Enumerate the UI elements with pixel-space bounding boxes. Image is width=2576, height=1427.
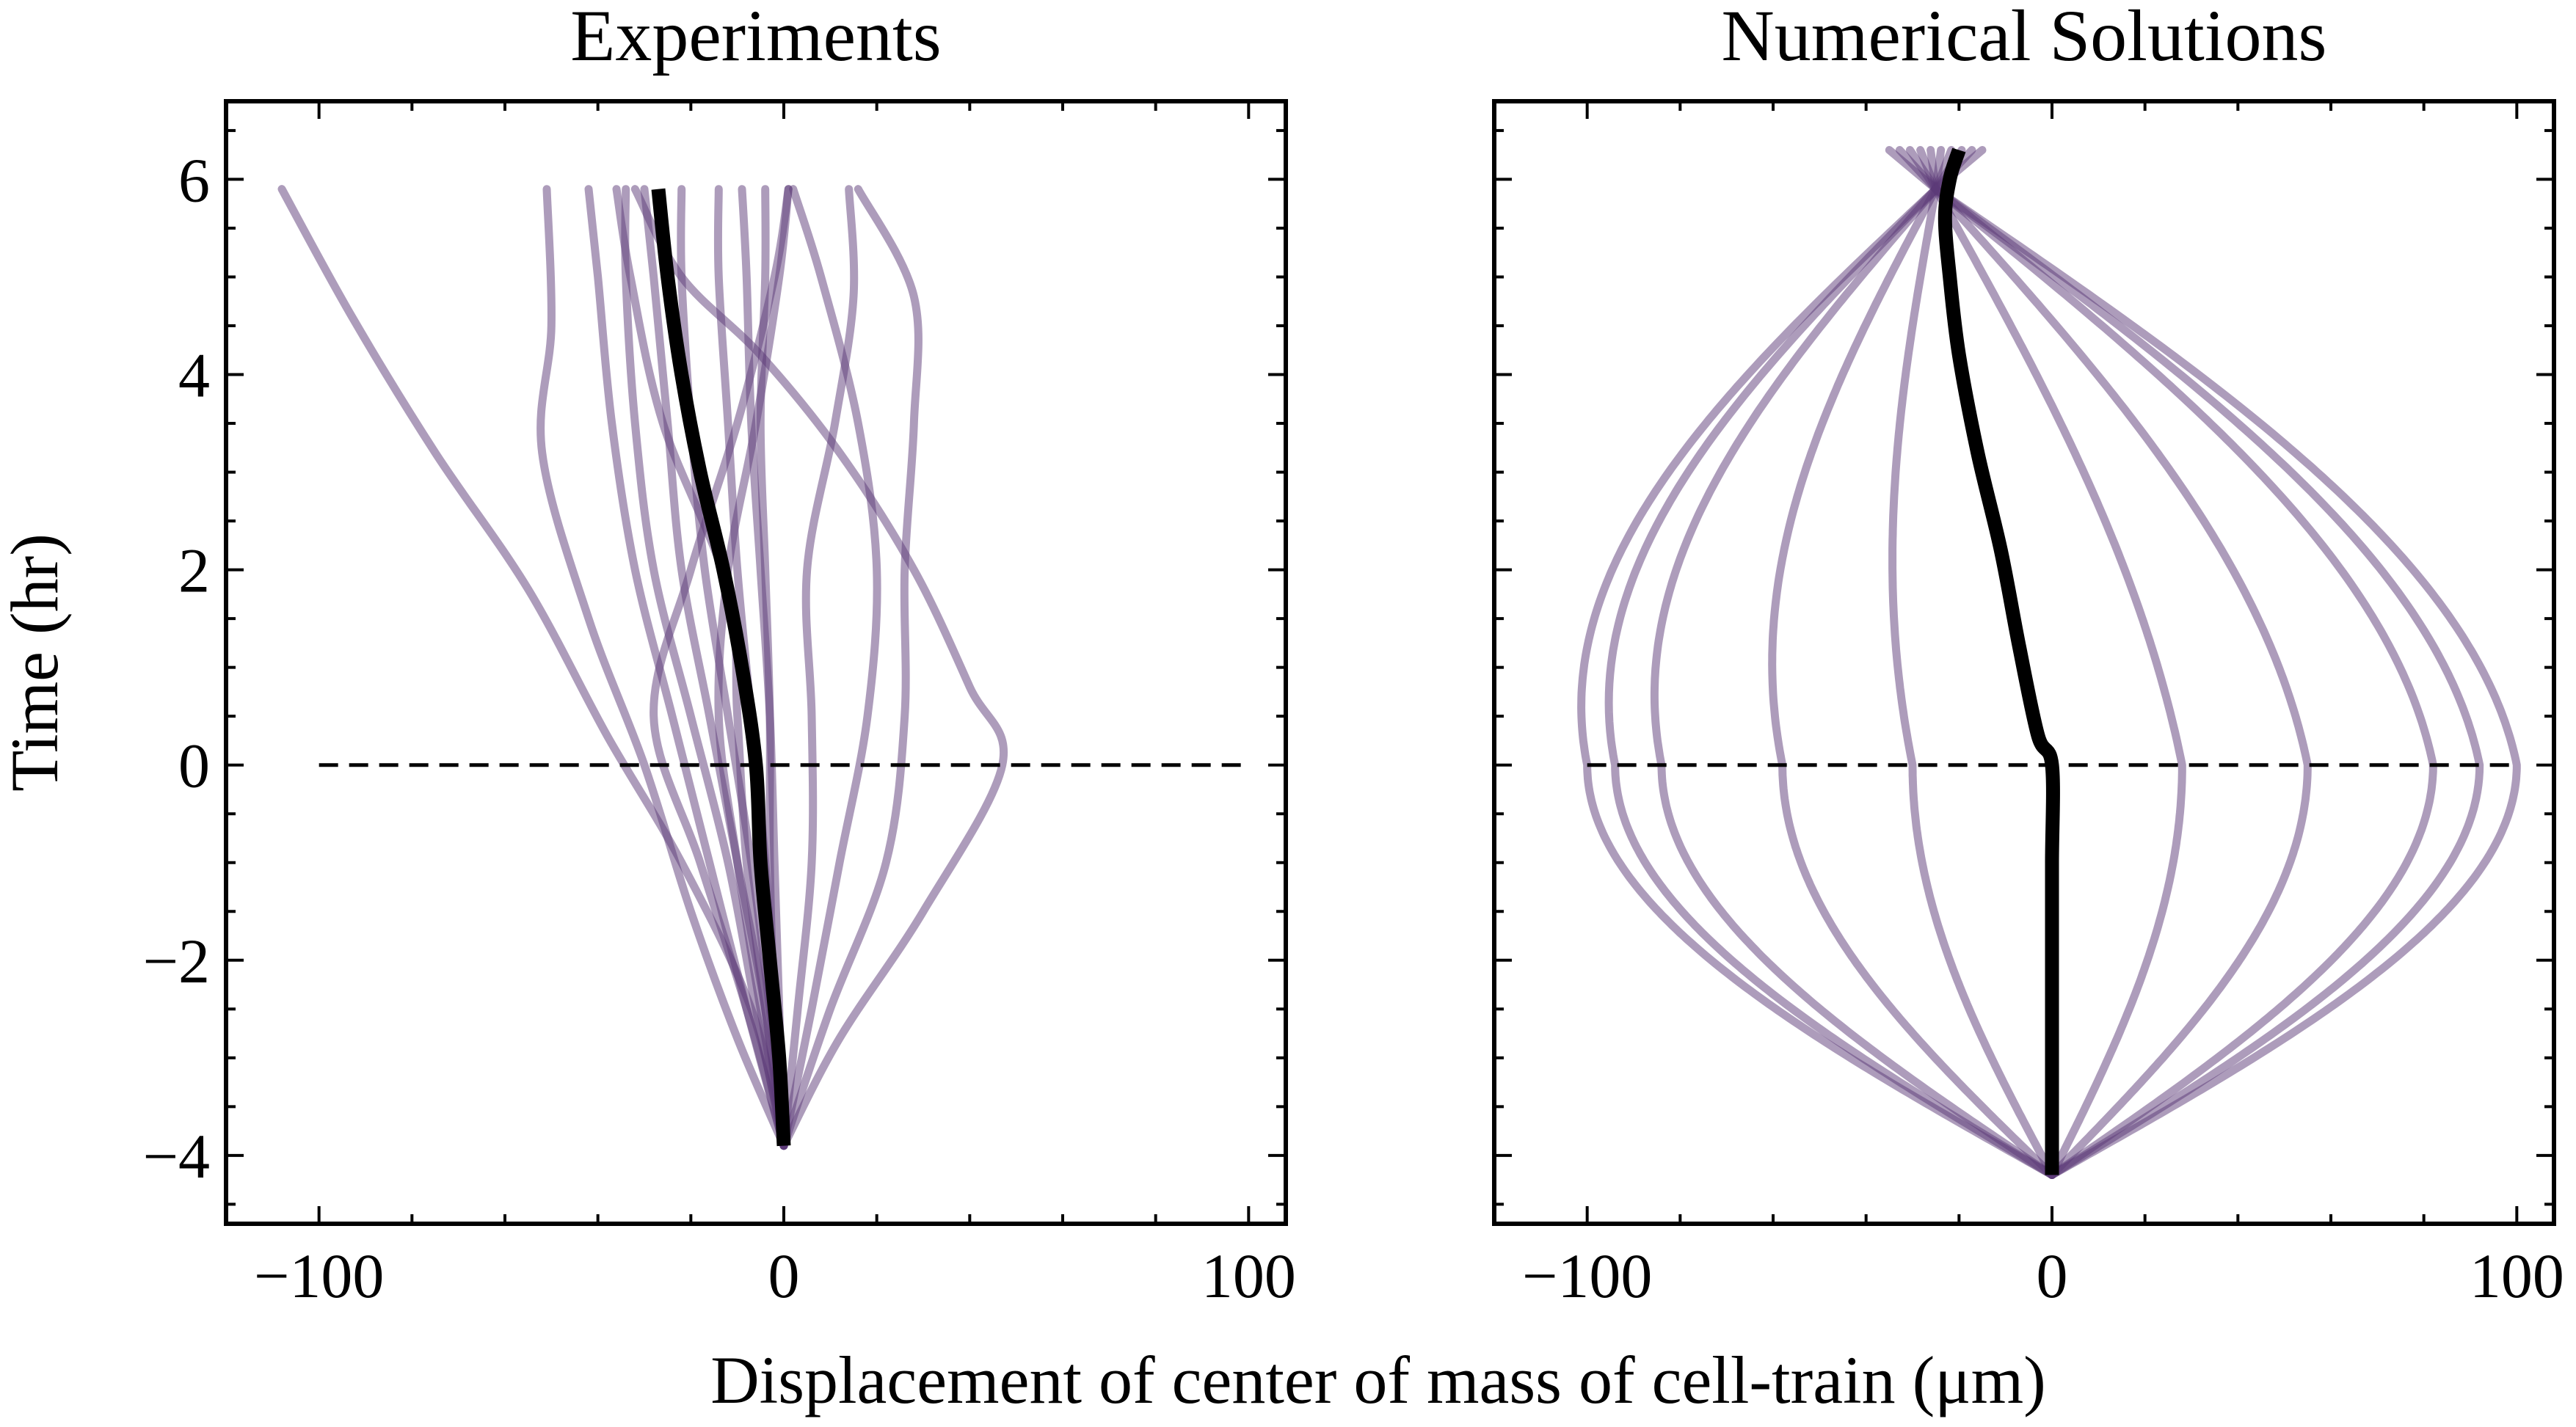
experiments-x-tick-labels: −100 0 100: [254, 1241, 1296, 1311]
experiments-trajectories: [277, 185, 1008, 1150]
solution-curve-8: [1650, 146, 2056, 1179]
experiments-mean-trajectory: [651, 188, 791, 1147]
trajectory-line-15: [779, 185, 923, 1150]
numerical-mean-trajectory: [1938, 147, 2060, 1175]
ytick-label: 0: [178, 731, 210, 801]
solution-curve-10: [1888, 146, 2056, 1179]
numerical-x-tick-labels: −100 0 100: [1522, 1241, 2564, 1311]
experiments-title: Experiments: [570, 0, 941, 76]
trajectory-line-13: [779, 185, 859, 1150]
xtick-label: 0: [2037, 1241, 2068, 1311]
solution-curve-9: [1768, 146, 2056, 1179]
xtick-label: 100: [1201, 1241, 1296, 1311]
trajectory-line-4: [621, 185, 788, 1150]
numerical-solutions-panel: Numerical Solutions −100 0 100: [1492, 0, 2564, 1311]
mean-trajectory-line: [1938, 147, 2060, 1175]
ytick-label: 6: [178, 145, 210, 215]
trajectory-line-11: [650, 185, 793, 1150]
shared-y-axis-title: Time (hr): [0, 533, 72, 792]
ytick-label: 4: [178, 340, 210, 411]
solution-curve-7: [1604, 146, 2056, 1179]
experiments-y-tick-labels: −4 −2 0 2 4 6: [142, 145, 210, 1191]
shared-x-axis-title: Displacement of center of mass of cell-t…: [710, 1343, 2046, 1417]
experiments-plot-frame: [224, 99, 1288, 1226]
numerical-plot-frame: [1492, 99, 2556, 1226]
numerical-solutions-title: Numerical Solutions: [1722, 0, 2327, 76]
trajectory-line-2: [536, 185, 788, 1150]
experiments-panel: Experiments −4 −2 0 2 4 6 −100 0 100: [142, 0, 1295, 1311]
xtick-label: −100: [254, 1241, 385, 1311]
ytick-label: −4: [142, 1121, 210, 1191]
mean-trajectory-line: [651, 188, 791, 1147]
xtick-label: 0: [768, 1241, 800, 1311]
ytick-label: 2: [178, 536, 210, 606]
solution-curve-3: [1906, 146, 2437, 1179]
experiments-ticks: [226, 101, 1286, 1224]
solution-curve-4: [1916, 146, 2312, 1179]
trajectory-line-16: [630, 185, 1008, 1150]
solution-curve-5: [1926, 146, 2186, 1179]
trajectory-line-10: [714, 185, 793, 1150]
trajectory-line-1: [277, 185, 788, 1150]
solution-curve-1: [1885, 146, 2521, 1179]
xtick-label: −100: [1522, 1241, 1653, 1311]
numerical-trajectories: [1577, 146, 2521, 1179]
solution-curve-2: [1895, 146, 2484, 1179]
trajectory-line-14: [779, 185, 881, 1150]
ytick-label: −2: [142, 926, 210, 996]
numerical-ticks: [1494, 101, 2554, 1224]
xtick-label: 100: [2470, 1241, 2564, 1311]
solution-curve-6: [1577, 146, 2056, 1179]
